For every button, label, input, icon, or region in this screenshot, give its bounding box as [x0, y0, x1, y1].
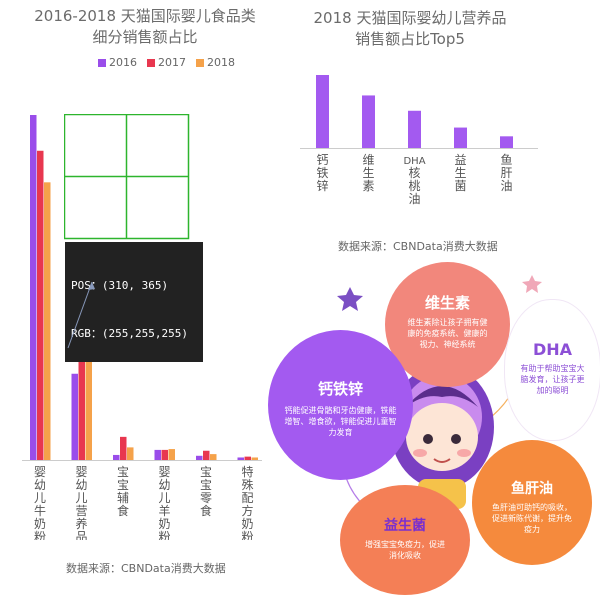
- balloon-fishoil-desc: 鱼肝油可助钙的吸收，促进新陈代谢，提升免疫力: [492, 503, 572, 534]
- right-category-label: DHA 核桃油: [403, 156, 425, 206]
- right-bar-0: [316, 75, 329, 148]
- right-chart-title-line2: 销售额占比Top5: [355, 30, 465, 48]
- bar-2017-3: [161, 449, 168, 460]
- right-category-label: 鱼肝油: [500, 153, 512, 193]
- bar-2016-2: [113, 454, 120, 460]
- left-category-label: 婴幼儿羊奶粉: [158, 465, 170, 540]
- legend-label-2016: 2016: [109, 56, 137, 69]
- bar-2018-1: [85, 316, 92, 460]
- bar-2018-4: [210, 454, 217, 460]
- bar-2018-3: [168, 449, 175, 460]
- left-chart-source: 数据来源：CBNData消费大数据: [66, 562, 226, 575]
- bar-2016-4: [196, 455, 203, 460]
- left-category-label: 特殊配方奶粉: [241, 464, 253, 540]
- balloon-vitamin-title: 维生素: [424, 294, 470, 312]
- tooltip-pos: POS：(310, 365): [71, 279, 169, 292]
- left-chart-title-line1: 2016-2018 天猫国际婴儿食品类: [34, 7, 256, 25]
- legend-item-2017: 2017: [147, 56, 186, 69]
- bar-2016-0: [30, 115, 37, 460]
- right-bar-3: [454, 127, 467, 148]
- balloon-fishoil: 鱼肝油 鱼肝油可助钙的吸收，促进新陈代谢，提升免疫力: [472, 440, 592, 565]
- right-chart-source: 数据来源：CBNData消费大数据: [338, 240, 498, 253]
- left-category-label: 宝宝辅食: [117, 465, 129, 518]
- balloon-dha-desc: 有助于帮助宝宝大脑发育，让孩子更加的聪明: [520, 364, 585, 395]
- left-chart-legend: 2016 2017 2018: [98, 56, 235, 69]
- balloon-vitamin-desc: 维生素除让孩子拥有健康的免疫系统、健康的视力、神经系统: [407, 318, 488, 349]
- right-category-label: 益生菌: [454, 153, 466, 193]
- bar-2018-2: [127, 447, 134, 460]
- balloon-calcium: 钙铁锌 钙能促进骨骼和牙齿健康，铁能增智、增食欲，锌能促进儿童智力发育: [268, 330, 413, 480]
- bar-2018-5: [251, 457, 258, 460]
- tooltip-pointer-line: [67, 281, 95, 349]
- tooltip-rgb: RGB：(255,255,255): [71, 327, 188, 340]
- pixel-inspector-grid: [64, 114, 190, 240]
- legend-item-2018: 2018: [196, 56, 235, 69]
- right-chart-title: 2018 天猫国际婴幼儿营养品 销售额占比Top5: [305, 8, 515, 50]
- right-category-label: 钙铁锌: [316, 153, 328, 193]
- bar-2017-4: [203, 450, 210, 460]
- right-bar-4: [500, 136, 513, 148]
- bar-2016-3: [154, 449, 161, 460]
- balloon-calcium-desc: 钙能促进骨骼和牙齿健康，铁能增智、增食欲，锌能促进儿童智力发育: [284, 406, 397, 437]
- bar-2017-1: [78, 340, 85, 460]
- left-chart-title-line2: 细分销售额占比: [92, 28, 198, 46]
- right-bar-chart: 钙铁锌 维生素 DHA 核桃油 益生菌 鱼肝油: [300, 75, 538, 206]
- left-category-label: 婴幼儿营养品: [75, 465, 87, 540]
- legend-swatch-2017: [147, 59, 155, 67]
- star-icon: [337, 287, 363, 311]
- balloon-probiotic: 益生菌 增强宝宝免疫力，促进消化吸收: [340, 485, 470, 595]
- infographic-decoration: [337, 275, 542, 509]
- legend-swatch-2016: [98, 59, 106, 67]
- pixel-info-tooltip: POS：(310, 365) RGB：(255,255,255): [65, 242, 203, 362]
- balloon-fishoil-title: 鱼肝油: [511, 481, 553, 497]
- balloon-calcium-title: 钙铁锌: [317, 380, 363, 398]
- balloon-dha: DHA 有助于帮助宝宝大脑发育，让孩子更加的聪明: [505, 300, 600, 440]
- right-category-label: 维生素: [362, 153, 374, 193]
- balloon-probiotic-title: 益生菌: [384, 518, 426, 534]
- legend-swatch-2018: [196, 59, 204, 67]
- bar-2017-2: [120, 436, 127, 460]
- legend-item-2016: 2016: [98, 56, 137, 69]
- balloon-probiotic-desc: 增强宝宝免疫力，促进消化吸收: [365, 540, 445, 560]
- bar-2018-0: [44, 182, 51, 460]
- left-category-label: 婴幼儿牛奶粉: [34, 465, 46, 540]
- right-bar-1: [362, 95, 375, 148]
- star-icon: [522, 275, 542, 293]
- balloon-vitamin: 维生素 维生素除让孩子拥有健康的免疫系统、健康的视力、神经系统: [385, 262, 510, 387]
- left-bar-chart: 婴幼儿牛奶粉 婴幼儿营养品 宝宝辅食 婴幼儿羊奶粉 宝宝零食 特殊配方奶粉: [22, 115, 262, 540]
- left-chart-title: 2016-2018 天猫国际婴儿食品类 细分销售额占比: [20, 6, 270, 48]
- right-bar-2: [408, 110, 421, 148]
- bar-2016-1: [71, 373, 78, 460]
- bar-2017-5: [244, 456, 251, 460]
- legend-label-2017: 2017: [158, 56, 186, 69]
- right-chart-title-line1: 2018 天猫国际婴幼儿营养品: [313, 9, 507, 27]
- baby-doll-illustration: [390, 365, 494, 509]
- balloon-dha-title: DHA: [532, 340, 573, 359]
- bar-2016-5: [237, 457, 244, 460]
- left-category-label: 宝宝零食: [200, 465, 212, 518]
- legend-label-2018: 2018: [207, 56, 235, 69]
- bar-2017-0: [37, 150, 44, 460]
